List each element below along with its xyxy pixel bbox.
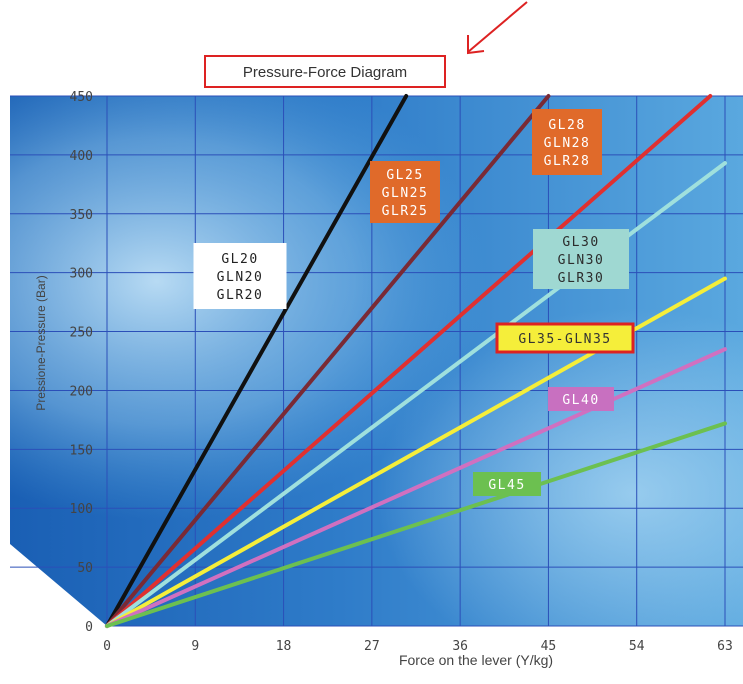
y-tick-label: 250 [70,326,93,341]
series-label-text: GLR20 [217,288,264,303]
series-label-text: GLN28 [544,136,591,151]
y-tick-label: 200 [70,384,93,399]
x-tick-label: 36 [452,639,468,654]
series-label-4: GL30 GLN30 GLR30 [533,229,629,289]
series-label-text: GL35-GLN35 [518,332,611,347]
series-label-7: GL45 [473,472,541,496]
x-tick-label: 63 [717,639,733,654]
series-label-box [193,243,287,309]
series-label-text: GLR30 [558,271,605,286]
series-label-text: GL40 [562,393,599,408]
series-label-text: GL20 [221,252,258,267]
arrow-icon [467,1,528,55]
series-label-box [532,109,602,175]
series-line-7 [105,421,727,628]
series-label-text: GL45 [488,478,525,493]
series-line-3 [105,94,713,628]
series-label-text: GLR25 [382,204,429,219]
series-label-text: GLR28 [544,154,591,169]
chart-title: Pressure-Force Diagram [243,64,407,81]
x-axis-label: Force on the lever (Y/kg) [399,652,553,668]
x-tick-label: 0 [103,639,111,654]
y-tick-label: 450 [70,90,93,105]
x-tick-label: 45 [541,639,557,654]
series-label-6: GL40 [548,387,614,411]
series-label-text: GLN25 [382,186,429,201]
series-label-box [370,161,440,223]
series-label-1: GL20 GLN20 GLR20 [193,243,287,309]
series-label-box [473,472,541,496]
chart-title-box [204,55,446,88]
x-axis-ticks: 0 9 18 27 36 45 54 63 [103,639,733,654]
y-tick-label: 150 [70,443,93,458]
y-axis-ticks: 0 50 100 150 200 250 300 350 400 450 [70,90,93,635]
x-tick-label: 9 [191,639,199,654]
series-label-3: GL28 GLN28 GLR28 [532,109,602,175]
y-tick-label: 50 [77,561,93,576]
y-tick-label: 400 [70,149,93,164]
series-label-text: GL25 [386,168,423,183]
series-label-text: GLN20 [217,270,264,285]
y-tick-label: 100 [70,502,93,517]
series-line-1 [105,94,409,628]
series-label-box [495,322,635,354]
series-label-box [533,229,629,289]
y-axis-label: Pressione-Pressure (Bar) [34,275,48,410]
x-tick-label: 27 [364,639,380,654]
series-label-5: GL35-GLN35 [495,322,635,354]
y-tick-label: 0 [85,620,93,635]
series-label-text: GL28 [548,118,585,133]
y-tick-label: 300 [70,267,93,282]
series-line-2 [105,94,551,628]
y-tick-label: 350 [70,208,93,223]
series-label-2: GL25 GLN25 GLR25 [370,161,440,223]
series-label-text: GL30 [562,235,599,250]
series-line-6 [105,347,727,628]
x-tick-label: 18 [276,639,292,654]
series-label-box [548,387,614,411]
series-label-text: GLN30 [558,253,605,268]
x-tick-label: 54 [629,639,645,654]
series-labels: GL20 GLN20 GLR20 GL25 GLN25 GLR25 GL28 GLN28 GLR… [193,109,635,496]
